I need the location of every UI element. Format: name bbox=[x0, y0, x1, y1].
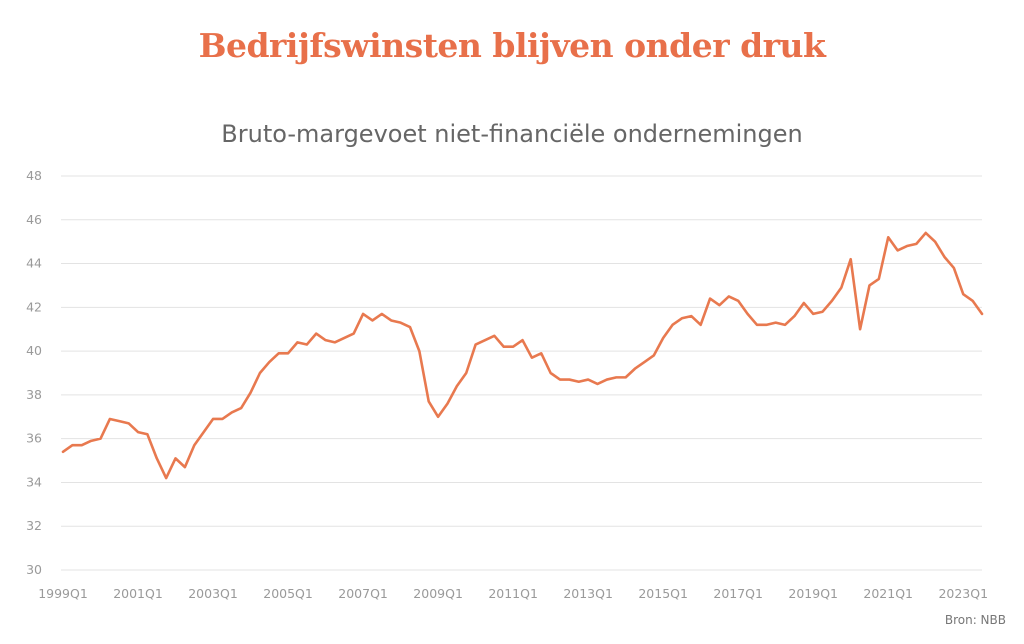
chart-subtitle: Bruto-margevoet niet-financiële ondernem… bbox=[221, 120, 803, 148]
x-tick-label-2015Q1: 2015Q1 bbox=[638, 586, 688, 601]
y-tick-label-36: 36 bbox=[26, 431, 42, 446]
x-tick-label-2001Q1: 2001Q1 bbox=[113, 586, 163, 601]
x-tick-label-2017Q1: 2017Q1 bbox=[713, 586, 763, 601]
x-tick-label-2005Q1: 2005Q1 bbox=[263, 586, 313, 601]
y-tick-label-34: 34 bbox=[26, 474, 42, 489]
y-tick-label-38: 38 bbox=[26, 387, 42, 402]
x-tick-label-2011Q1: 2011Q1 bbox=[488, 586, 538, 601]
x-tick-label-2009Q1: 2009Q1 bbox=[413, 586, 463, 601]
source-note: Bron: NBB bbox=[944, 613, 1006, 627]
y-tick-label-44: 44 bbox=[26, 256, 42, 271]
x-tick-label-2021Q1: 2021Q1 bbox=[863, 586, 913, 601]
x-tick-label-1999Q1: 1999Q1 bbox=[38, 586, 88, 601]
x-tick-label-2003Q1: 2003Q1 bbox=[188, 586, 238, 601]
series-line bbox=[61, 231, 984, 480]
x-tick-label-2023Q1: 2023Q1 bbox=[938, 586, 988, 601]
x-tick-label-2019Q1: 2019Q1 bbox=[788, 586, 838, 601]
y-tick-label-46: 46 bbox=[26, 212, 42, 227]
x-tick-label-2007Q1: 2007Q1 bbox=[338, 586, 388, 601]
y-tick-label-48: 48 bbox=[26, 168, 42, 183]
x-tick-label-2013Q1: 2013Q1 bbox=[563, 586, 613, 601]
y-tick-label-40: 40 bbox=[26, 343, 42, 358]
y-tick-label-32: 32 bbox=[26, 518, 42, 533]
y-tick-label-30: 30 bbox=[26, 562, 42, 577]
page-title: Bedrijfswinsten blijven onder druk bbox=[198, 26, 826, 65]
y-tick-label-42: 42 bbox=[26, 299, 42, 314]
